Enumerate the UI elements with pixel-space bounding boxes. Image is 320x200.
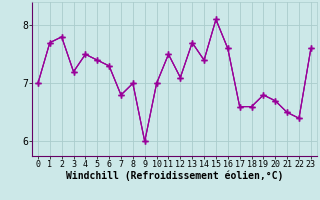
X-axis label: Windchill (Refroidissement éolien,°C): Windchill (Refroidissement éolien,°C) [66, 171, 283, 181]
